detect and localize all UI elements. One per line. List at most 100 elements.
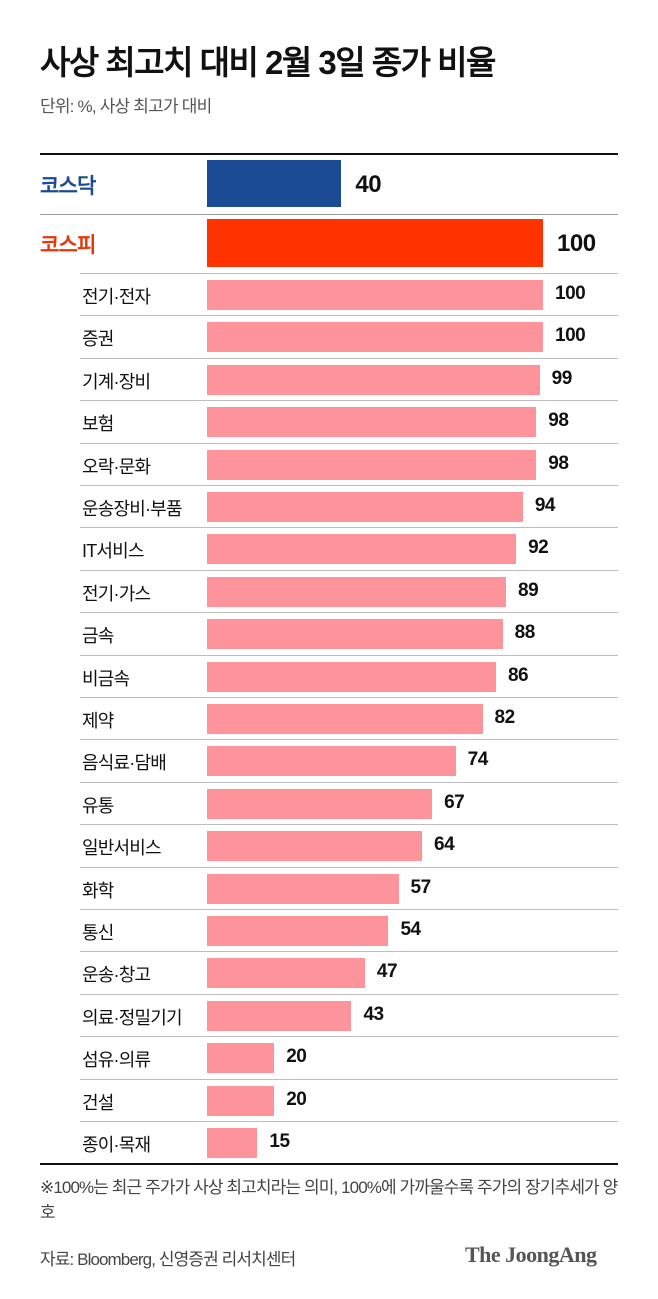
sector-label: 보험 [82,414,114,435]
sector-value: 92 [528,537,549,559]
sector-row: 건설 20 [0,1078,658,1121]
sector-label: 화학 [82,880,114,901]
sector-label: 의료·정밀기기 [82,1007,183,1028]
sector-row: 금속 88 [0,612,658,654]
sector-label: 오락·문화 [82,456,151,477]
sector-value: 74 [467,749,489,771]
sector-bar [207,704,483,734]
index-bar [207,219,543,267]
sector-label: 건설 [82,1092,114,1113]
row-separator [80,824,618,826]
sector-label: 음식료·담배 [82,753,167,774]
sector-label: 유통 [82,795,114,816]
sector-value: 82 [494,707,516,728]
sector-label: 금속 [82,626,114,647]
footnote: ※100%는 최근 주가가 사상 최고치라는 의미, 100%에 가까울수록 주… [40,1178,618,1222]
row-separator [80,442,618,444]
sector-value: 54 [400,919,421,940]
sector-label: 제약 [82,711,114,731]
sector-row: 비금속 86 [0,654,658,697]
row-separator [80,569,618,571]
row-separator [80,357,618,359]
chart-subtitle: 단위: %, 사상 최고가 대비 [40,97,212,116]
row-separator [80,1121,618,1122]
sector-bar [207,280,543,310]
sector-bar [207,576,507,607]
sector-bar [207,407,537,438]
sector-row: 전기·가스 89 [0,569,658,612]
sector-row: 통신 54 [0,909,658,951]
sector-bar [207,916,389,946]
sector-row: 오락·문화 98 [0,442,658,485]
sector-value: 100 [555,325,586,347]
publisher-logo: The JoongAng [465,1242,597,1267]
sector-value: 67 [444,791,465,813]
sector-label: 종이·목재 [82,1135,151,1155]
sector-label: 전기·가스 [82,583,151,604]
sector-label: 운송·창고 [82,965,151,986]
sector-value: 99 [551,367,573,389]
sector-row: 일반서비스 64 [0,824,658,866]
index-label: 코스닥 [40,175,96,198]
sector-label: 섬유·의류 [82,1050,151,1071]
row-separator [80,781,618,783]
sector-bar [207,364,540,395]
sector-value: 20 [286,1088,307,1110]
sector-row: 전기·전자 100 [0,273,658,315]
sector-row: 의료·정밀기기 43 [0,993,658,1036]
sector-bar [207,661,496,692]
row-separator [80,612,618,614]
sector-row: 음식료·담배 74 [0,739,658,781]
bottom-rule [40,1163,618,1165]
sector-label: 증권 [82,329,114,350]
row-separator [80,697,618,698]
sector-bar [207,1128,258,1158]
source-credit: 자료: Bloomberg, 신영증권 리서치센터 [40,1250,296,1269]
sector-bar [207,322,543,353]
sector-bar [207,958,365,989]
sector-label: 전기·전자 [82,287,151,307]
sector-bar [207,746,456,777]
index-row: 코스닥 40 [0,155,658,215]
sector-bar [207,449,537,480]
sector-label: 기계·장비 [82,371,151,392]
sector-label: 통신 [82,923,114,943]
row-separator [80,527,618,529]
sector-bar [207,1085,275,1116]
sector-row: 보험 98 [0,400,658,442]
row-separator [80,400,618,402]
sector-value: 88 [514,622,536,644]
sector-value: 57 [410,876,432,898]
sector-bar [207,788,433,819]
sector-value: 94 [534,495,556,516]
row-separator [80,1078,618,1080]
sector-value: 43 [363,1003,384,1025]
sector-row: 종이·목재 15 [0,1121,658,1163]
sector-bar [207,1043,275,1074]
sector-row: 기계·장비 99 [0,357,658,400]
sector-bar [207,492,523,522]
sector-bar [207,534,517,565]
row-separator [80,273,618,274]
sector-label: IT서비스 [82,541,144,562]
sector-label: 운송장비·부품 [82,499,183,519]
sector-bar [207,831,423,862]
sector-value: 98 [548,410,569,432]
sector-value: 86 [507,664,529,686]
row-separator [80,951,618,953]
sector-bar [207,873,399,904]
row-separator [80,993,618,995]
row-separator [80,1036,618,1038]
chart-title: 사상 최고치 대비 2월 3일 종가 비율 [40,44,496,81]
row-separator [80,315,618,317]
top-rule [40,153,618,155]
sector-bar [207,1000,352,1031]
sector-bar [207,619,503,650]
row-separator [80,909,618,910]
sector-row: 유통 67 [0,781,658,824]
sector-label: 일반서비스 [82,838,162,859]
sector-value: 98 [548,452,569,474]
sector-label: 비금속 [82,668,130,689]
row-separator [40,214,618,215]
sector-value: 100 [555,283,586,304]
